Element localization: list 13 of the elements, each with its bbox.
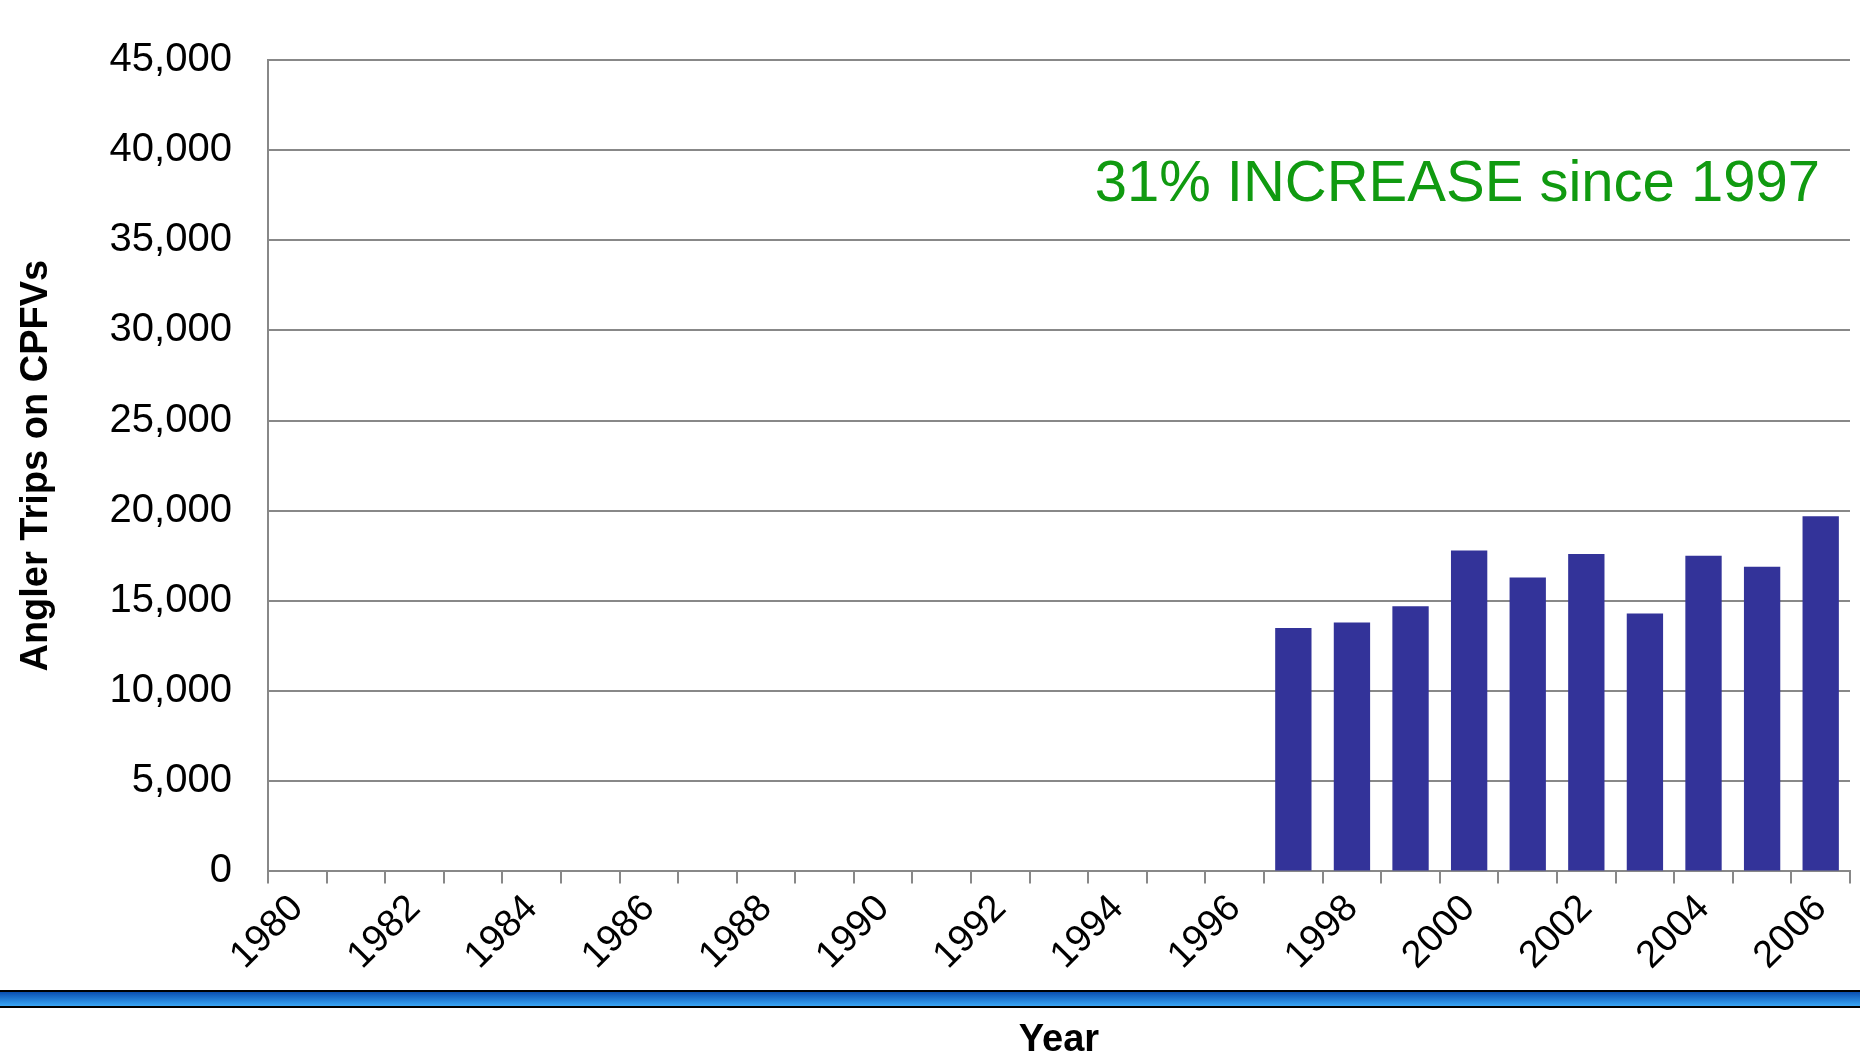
y-tick-label: 45,000 <box>109 35 232 80</box>
y-tick-label: 30,000 <box>109 305 232 350</box>
y-tick-label: 40,000 <box>109 125 232 170</box>
y-tick-label: 35,000 <box>109 215 232 260</box>
y-tick-label: 20,000 <box>109 485 232 530</box>
y-tick-label: 25,000 <box>109 395 232 440</box>
y-axis-title: Angler Trips on CPFVs <box>13 259 56 672</box>
annotation: 31% INCREASE since 1997 <box>1094 148 1820 213</box>
x-axis-title: Year <box>1018 1016 1100 1059</box>
y-tick-label: 15,000 <box>109 575 232 620</box>
y-tick-label: 0 <box>209 846 232 891</box>
y-tick-label: 10,000 <box>109 666 232 711</box>
y-tick-label: 5,000 <box>131 756 232 801</box>
